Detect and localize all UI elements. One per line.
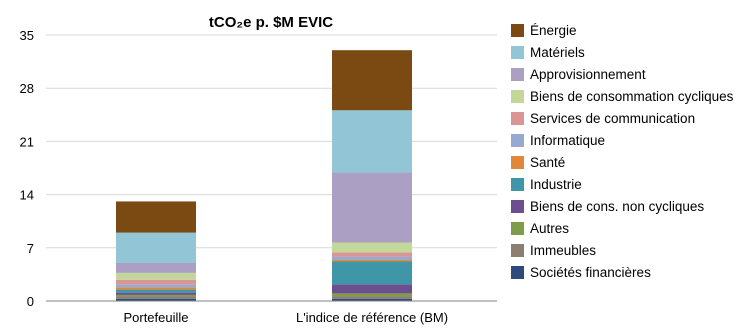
- legend-swatch: [511, 155, 524, 169]
- bar-segment: [332, 261, 412, 285]
- legend-label: Autres: [530, 220, 570, 236]
- legend-item: Santé: [511, 151, 737, 173]
- legend-swatch: [511, 133, 524, 147]
- legend-item: Autres: [511, 217, 737, 239]
- legend-label: Énergie: [530, 22, 577, 38]
- legend-item: Biens de cons. non cycliques: [511, 195, 737, 217]
- legend-label: Industrie: [530, 176, 582, 192]
- bar-segment: [332, 256, 412, 260]
- bar-segment: [332, 110, 412, 173]
- gridlines: [46, 34, 497, 249]
- chart-title: tCO₂e p. $M EVIC: [209, 14, 333, 31]
- legend-label: Biens de consommation cycliques: [530, 88, 734, 104]
- bar-segment: [116, 287, 196, 290]
- legend-swatch: [511, 199, 524, 213]
- legend-label: Matériels: [530, 44, 585, 60]
- bar-segment: [116, 263, 196, 273]
- legend-swatch: [511, 221, 524, 235]
- bar-segment: [116, 296, 196, 299]
- y-tick-label: 28: [20, 81, 34, 96]
- bar-segment: [116, 284, 196, 288]
- legend-item: Informatique: [511, 129, 737, 151]
- y-axis-ticks: 0 7 14 21 28 35: [20, 28, 34, 309]
- legend-label: Biens de cons. non cycliques: [530, 198, 705, 214]
- bar-segment: [116, 292, 196, 295]
- legend-item: Biens de consommation cycliques: [511, 85, 737, 107]
- bar-segment: [332, 298, 412, 301]
- bar-segment: [332, 172, 412, 243]
- y-tick-label: 0: [27, 294, 34, 309]
- legend-swatch: [511, 89, 524, 103]
- bars: [116, 50, 412, 301]
- bar-segment: [332, 252, 412, 257]
- bar-segment: [332, 50, 412, 111]
- legend-swatch: [511, 23, 524, 37]
- bar-segment: [116, 201, 196, 233]
- bar-segment: [332, 242, 412, 253]
- chart-legend: Énergie Matériels Approvisionnement Biens d…: [511, 19, 737, 283]
- legend-item: Énergie: [511, 19, 737, 41]
- x-axis-ticks: Portefeuille L'indice de référence (BM): [123, 310, 448, 325]
- legend-label: Services de communication: [530, 110, 696, 126]
- legend-swatch: [511, 45, 524, 59]
- legend-swatch: [511, 67, 524, 81]
- legend-label: Santé: [530, 154, 566, 170]
- legend-swatch: [511, 265, 524, 279]
- legend-label: Immeubles: [530, 242, 597, 258]
- legend-item: Sociétés financières: [511, 261, 737, 283]
- legend-item: Immeubles: [511, 239, 737, 261]
- legend-item: Services de communication: [511, 107, 737, 129]
- y-tick-label: 14: [20, 188, 34, 203]
- x-tick-label: Portefeuille: [123, 310, 188, 325]
- bar-segment: [332, 293, 412, 297]
- legend-swatch: [511, 111, 524, 125]
- legend-item: Approvisionnement: [511, 63, 737, 85]
- bar-segment: [332, 259, 412, 262]
- bar-segment: [116, 279, 196, 285]
- bar-segment: [116, 298, 196, 301]
- bar-segment: [116, 272, 196, 280]
- legend-item: Matériels: [511, 41, 737, 63]
- x-tick-label: L'indice de référence (BM): [296, 310, 448, 325]
- y-tick-label: 35: [20, 28, 34, 43]
- bar-segment: [332, 296, 412, 299]
- y-tick-label: 21: [20, 134, 34, 149]
- bar-segment: [116, 289, 196, 293]
- legend-swatch: [511, 243, 524, 257]
- legend-swatch: [511, 177, 524, 191]
- legend-label: Approvisionnement: [530, 66, 646, 82]
- bar-segment: [332, 284, 412, 294]
- y-tick-label: 7: [27, 241, 34, 256]
- bar-segment: [116, 232, 196, 263]
- legend-item: Industrie: [511, 173, 737, 195]
- legend-label: Informatique: [530, 132, 606, 148]
- bar-segment: [116, 294, 196, 297]
- legend-label: Sociétés financières: [530, 264, 651, 280]
